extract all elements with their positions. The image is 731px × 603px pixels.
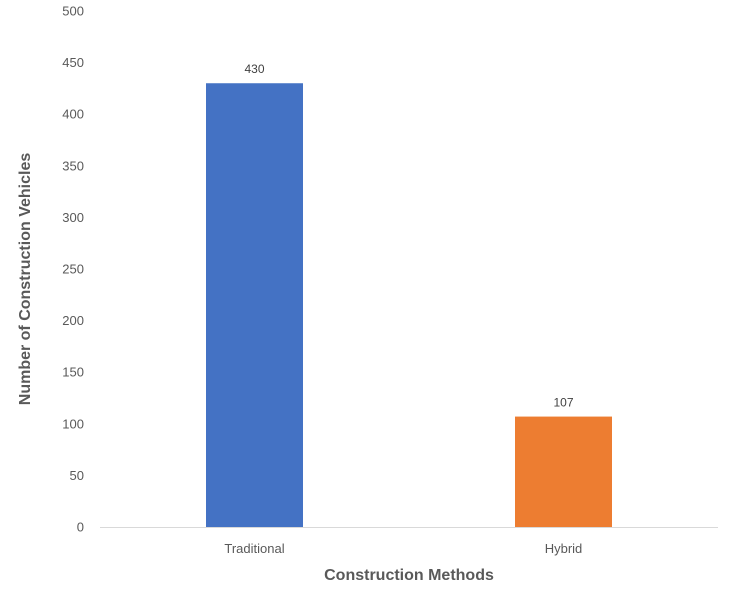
x-tick-label: Traditional xyxy=(224,541,284,556)
data-label: 107 xyxy=(553,396,573,410)
y-tick-label: 450 xyxy=(62,55,84,70)
y-tick-label: 350 xyxy=(62,158,84,173)
data-labels: 430 107 xyxy=(244,62,573,409)
y-axis-ticks: 0 50 100 150 200 250 300 350 400 450 500 xyxy=(62,4,84,535)
x-tick-label: Hybrid xyxy=(545,541,583,556)
y-tick-label: 300 xyxy=(62,210,84,225)
bar-traditional xyxy=(206,83,303,528)
y-axis-title: Number of Construction Vehicles xyxy=(17,153,34,406)
data-label: 430 xyxy=(244,62,264,76)
y-tick-label: 100 xyxy=(62,416,84,431)
y-tick-label: 50 xyxy=(70,468,84,483)
bar-hybrid xyxy=(515,416,612,527)
y-tick-label: 200 xyxy=(62,313,84,328)
y-tick-label: 150 xyxy=(62,365,84,380)
x-axis-title: Construction Methods xyxy=(324,567,494,584)
y-tick-label: 250 xyxy=(62,262,84,277)
bars xyxy=(206,83,612,528)
x-axis-ticks: Traditional Hybrid xyxy=(224,541,582,556)
y-tick-label: 0 xyxy=(77,520,84,535)
y-tick-label: 400 xyxy=(62,107,84,122)
y-tick-label: 500 xyxy=(62,4,84,19)
